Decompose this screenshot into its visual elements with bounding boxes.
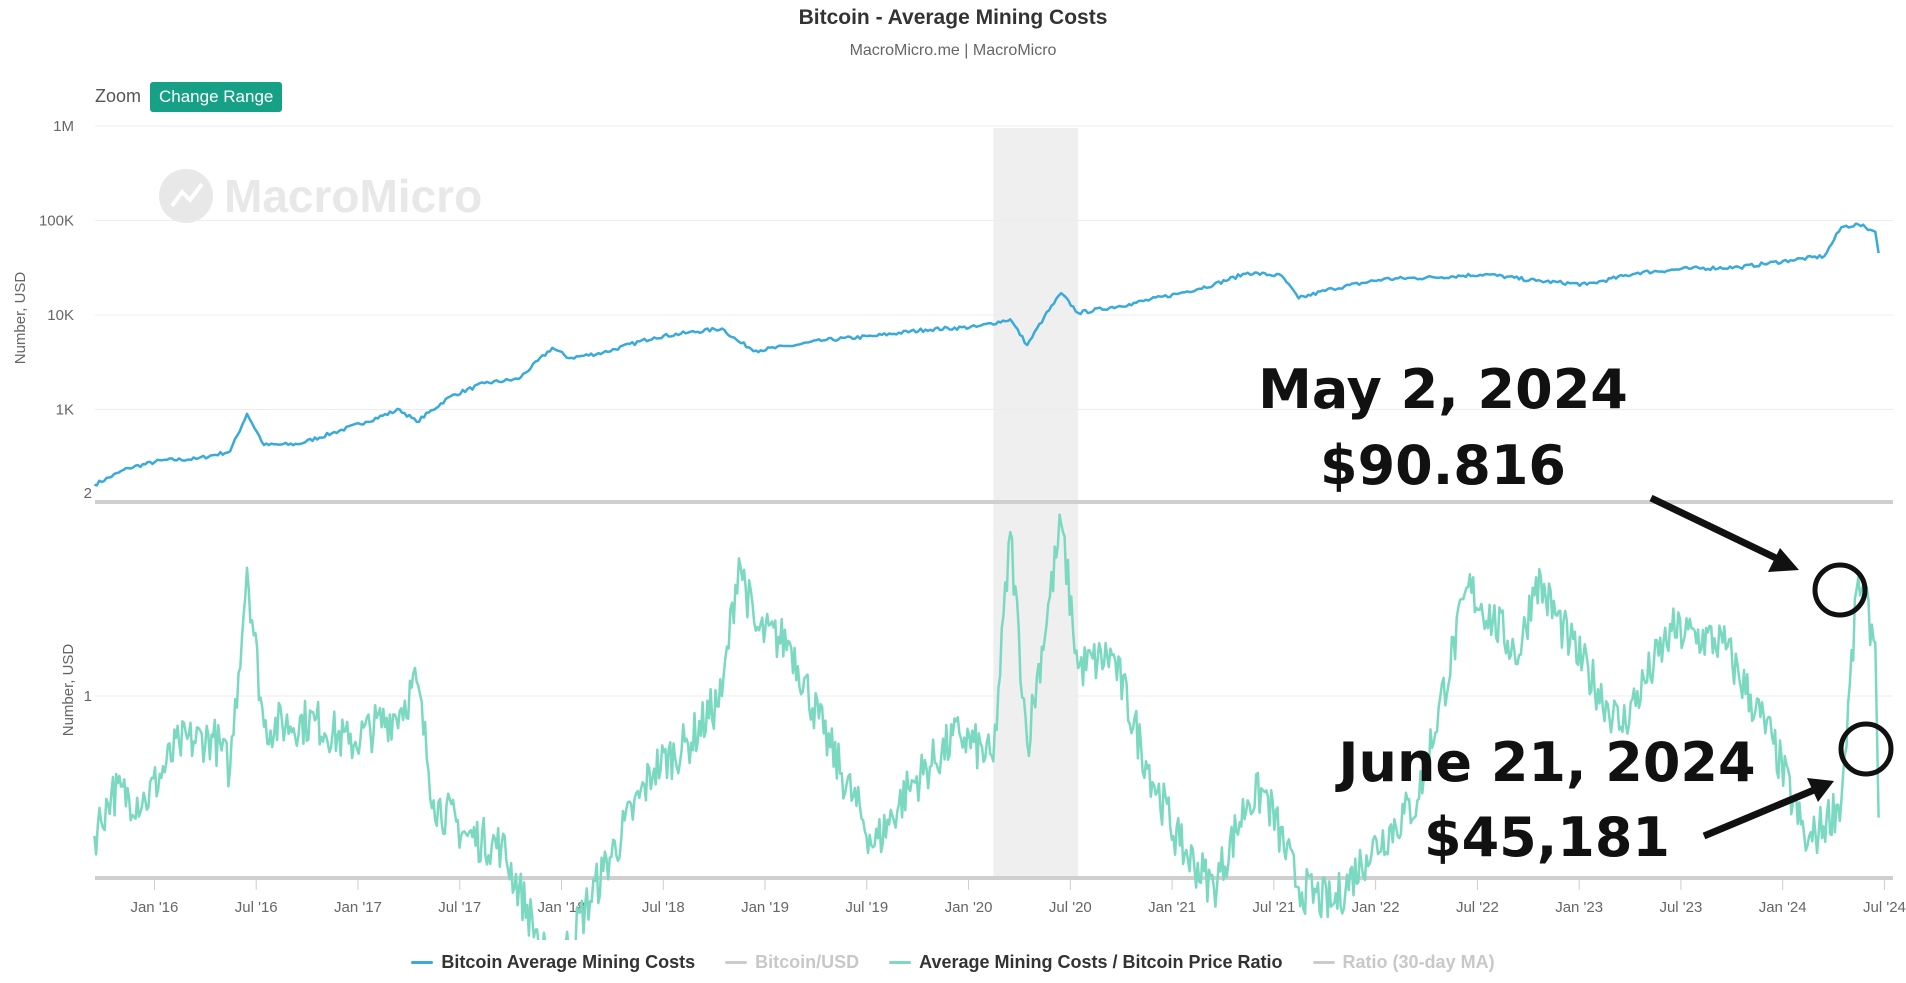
bottom-y-axis: 21 <box>84 485 92 705</box>
y-tick-label: 10K <box>47 307 74 324</box>
x-tick-label: Jan '22 <box>1352 899 1400 916</box>
change-range-button[interactable]: Change Range <box>150 82 283 112</box>
annotation-peak-value: $90.816 <box>1320 434 1566 497</box>
top-y-axis: 1M 100K 10K 1K <box>39 118 74 419</box>
legend-item-mining-costs[interactable]: Bitcoin Average Mining Costs <box>411 952 695 973</box>
x-tick-label: Jul '19 <box>845 899 888 916</box>
x-tick-label: Jan '19 <box>741 899 789 916</box>
legend-label: Bitcoin Average Mining Costs <box>441 952 696 972</box>
annotation-arrowhead-peak <box>1768 548 1799 572</box>
x-tick-label: Jul '16 <box>235 899 278 916</box>
legend-swatch-bitcoin-usd <box>725 961 748 964</box>
x-tick-label: Jul '23 <box>1659 899 1702 916</box>
legend-label: Ratio (30-day MA) <box>1342 952 1495 972</box>
x-tick-label: Jul '20 <box>1049 899 1092 916</box>
x-tick-label: Jan '20 <box>945 899 993 916</box>
legend-item-cost-price-ratio[interactable]: Average Mining Costs / Bitcoin Price Rat… <box>889 952 1283 973</box>
legend-item-bitcoin-usd[interactable]: Bitcoin/USD <box>725 952 859 973</box>
x-tick-label: Jan '17 <box>334 899 382 916</box>
top-y-axis-title: Number, USD <box>12 272 29 365</box>
legend-swatch-ratio-30day-ma <box>1312 961 1335 964</box>
watermark-text: MacroMicro <box>224 170 482 222</box>
legend-label: Bitcoin/USD <box>755 952 860 972</box>
y-tick-label: 1K <box>56 402 74 419</box>
legend-swatch-cost-price-ratio <box>889 961 912 964</box>
x-tick-label: Jul '22 <box>1456 899 1499 916</box>
x-tick-label: Jul '17 <box>438 899 481 916</box>
x-tick-label: Jul '24 <box>1863 899 1906 916</box>
bottom-y-axis-title: Number, USD <box>60 644 77 737</box>
x-tick-label: Jan '18 <box>538 899 586 916</box>
x-tick-label: Jan '21 <box>1148 899 1196 916</box>
x-tick-label: Jan '23 <box>1555 899 1603 916</box>
annotation-arrowhead-latest <box>1807 778 1834 802</box>
annotation-circle-peak <box>1812 562 1868 618</box>
top-panel-gridlines <box>95 125 1893 410</box>
legend-swatch-mining-costs <box>411 961 434 964</box>
annotation-peak-date: May 2, 2024 <box>1258 358 1628 421</box>
annotation-arrow-peak <box>1649 494 1782 564</box>
x-tick-label: Jan '16 <box>130 899 178 916</box>
legend-item-ratio-30day-ma[interactable]: Ratio (30-day MA) <box>1312 952 1495 973</box>
y-tick-label: 100K <box>39 213 74 230</box>
zoom-label: Zoom <box>95 86 142 106</box>
x-tick-label: Jul '18 <box>642 899 685 916</box>
chart-title: Bitcoin - Average Mining Costs <box>798 6 1108 29</box>
y-tick-label: 2 <box>84 485 92 502</box>
x-tick-label: Jan '24 <box>1759 899 1807 916</box>
x-tick-label: Jul '21 <box>1252 899 1295 916</box>
chart-legend: Bitcoin Average Mining Costs Bitcoin/USD… <box>0 952 1906 973</box>
annotation-circle-latest <box>1838 721 1894 777</box>
watermark-logo: MacroMicro <box>159 169 482 223</box>
annotation-latest-value: $45,181 <box>1424 806 1670 869</box>
series-line-cost-price-ratio[interactable] <box>93 513 1880 940</box>
series-line-mining-costs[interactable] <box>94 222 1880 487</box>
annotation-latest-date: June 21, 2024 <box>1334 731 1755 794</box>
annotation-arrow-latest <box>1702 786 1816 840</box>
x-axis: Jan '16 Jul '16 Jan '17 Jul '17 Jan '18 Jul '… <box>130 880 1906 916</box>
chart-subtitle: MacroMicro.me | MacroMicro <box>849 42 1057 59</box>
y-tick-label: 1 <box>84 688 92 705</box>
legend-label: Average Mining Costs / Bitcoin Price Rat… <box>919 952 1283 972</box>
y-tick-label: 1M <box>53 118 74 135</box>
